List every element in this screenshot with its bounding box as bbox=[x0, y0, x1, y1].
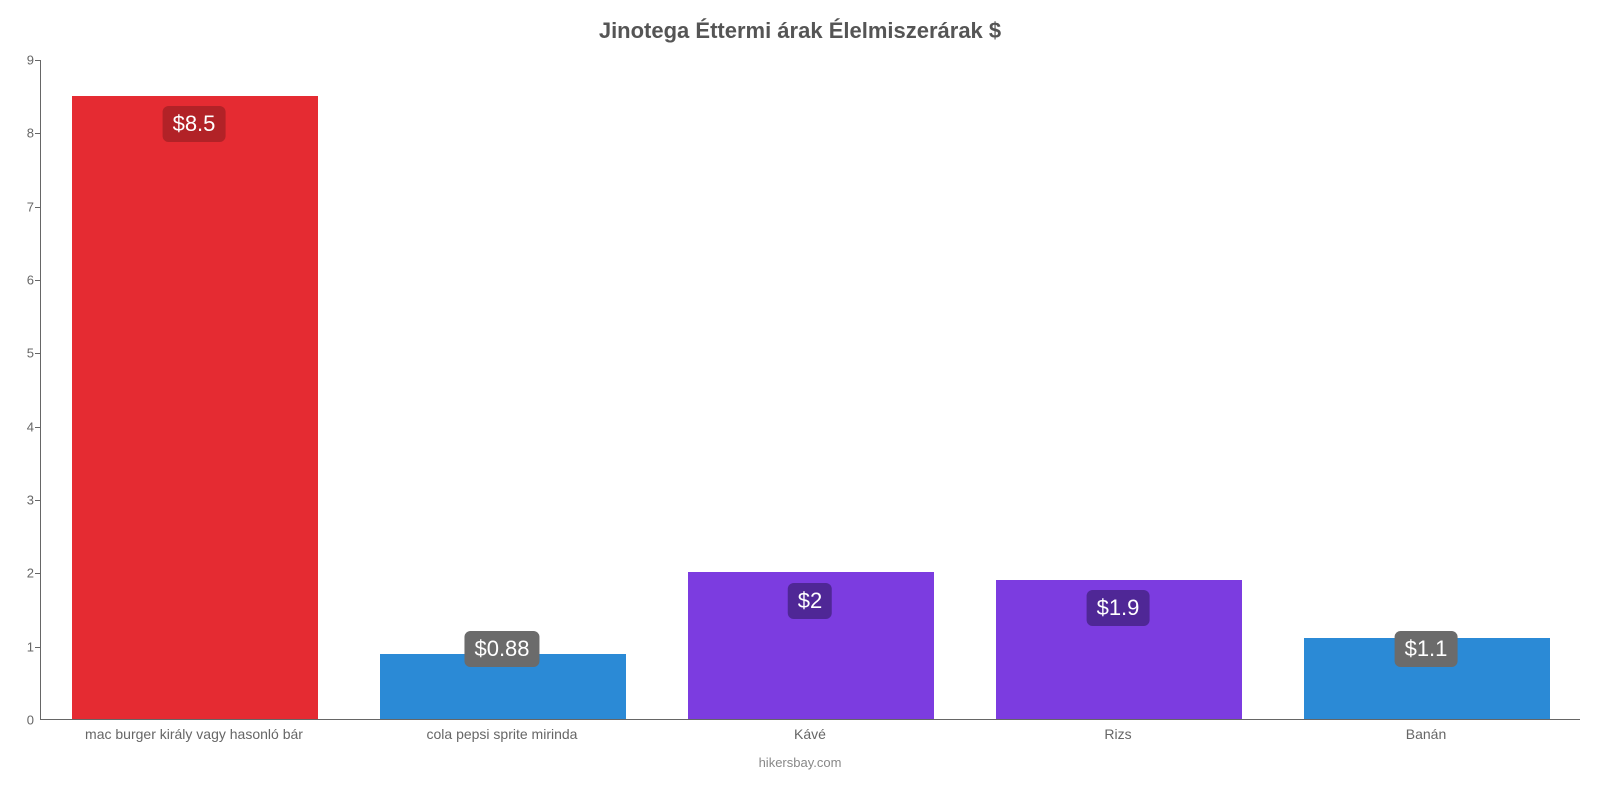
y-tick-label: 8 bbox=[4, 126, 34, 141]
x-axis-label: mac burger király vagy hasonló bár bbox=[71, 726, 317, 742]
value-badge: $2 bbox=[788, 583, 832, 619]
price-bar-chart: Jinotega Éttermi árak Élelmiszerárak $ h… bbox=[0, 0, 1600, 800]
bar bbox=[72, 96, 318, 719]
y-tick bbox=[35, 280, 41, 281]
y-tick bbox=[35, 353, 41, 354]
y-tick-label: 9 bbox=[4, 53, 34, 68]
value-badge: $1.9 bbox=[1087, 590, 1150, 626]
y-tick bbox=[35, 60, 41, 61]
value-badge: $8.5 bbox=[163, 106, 226, 142]
y-tick-label: 2 bbox=[4, 566, 34, 581]
x-axis-label: cola pepsi sprite mirinda bbox=[379, 726, 625, 742]
y-tick bbox=[35, 500, 41, 501]
y-tick bbox=[35, 207, 41, 208]
y-tick bbox=[35, 573, 41, 574]
chart-title: Jinotega Éttermi árak Élelmiszerárak $ bbox=[0, 18, 1600, 44]
y-tick-label: 0 bbox=[4, 713, 34, 728]
y-tick-label: 5 bbox=[4, 346, 34, 361]
x-axis-label: Kávé bbox=[687, 726, 933, 742]
y-tick-label: 6 bbox=[4, 273, 34, 288]
x-axis-label: Banán bbox=[1303, 726, 1549, 742]
value-badge: $1.1 bbox=[1395, 631, 1458, 667]
y-tick bbox=[35, 427, 41, 428]
x-axis-label: Rizs bbox=[995, 726, 1241, 742]
y-tick-label: 3 bbox=[4, 493, 34, 508]
value-badge: $0.88 bbox=[464, 631, 539, 667]
y-tick-label: 4 bbox=[4, 419, 34, 434]
chart-caption: hikersbay.com bbox=[0, 755, 1600, 770]
y-tick bbox=[35, 133, 41, 134]
y-tick bbox=[35, 647, 41, 648]
y-tick-label: 1 bbox=[4, 639, 34, 654]
y-tick-label: 7 bbox=[4, 199, 34, 214]
plot-area bbox=[40, 60, 1580, 720]
